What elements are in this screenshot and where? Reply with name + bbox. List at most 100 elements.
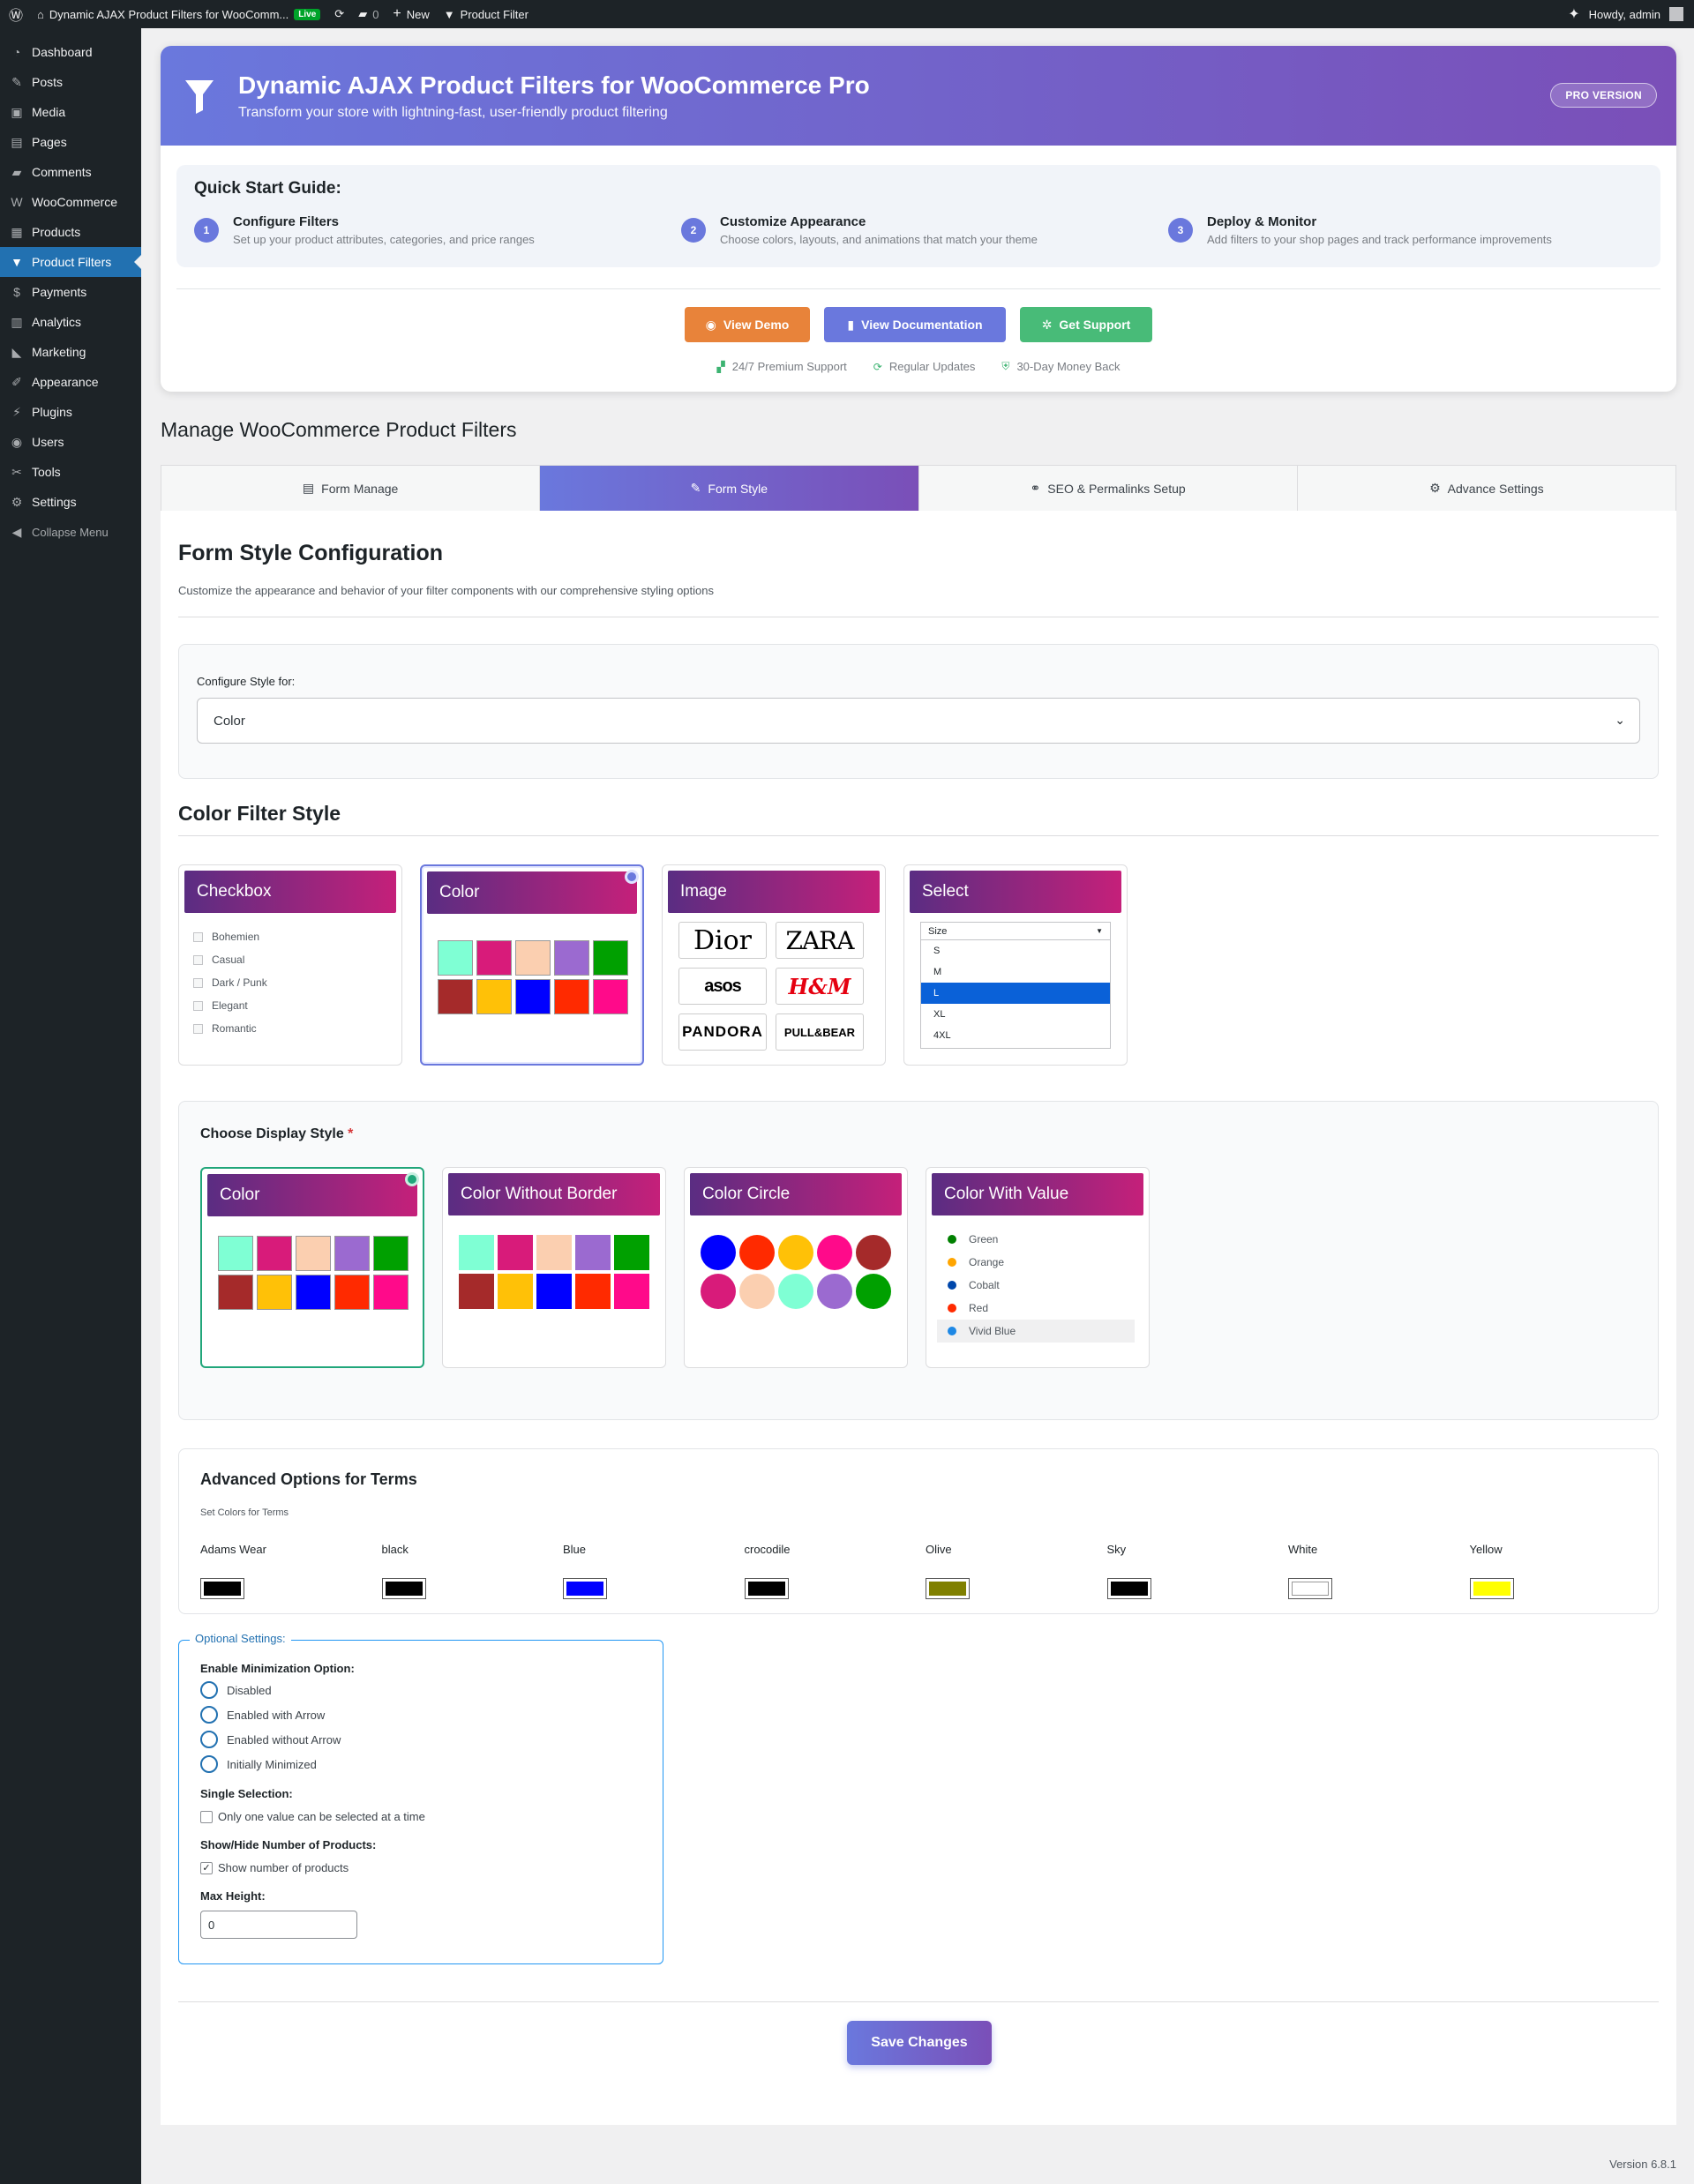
funnel-icon <box>185 79 214 114</box>
hero-features: ▞ 24/7 Premium Support ⟳ Regular Updates ⛨… <box>161 360 1676 373</box>
feature-updates: ⟳ Regular Updates <box>873 360 976 373</box>
display-card-color-without-border[interactable]: Color Without Border <box>442 1167 666 1368</box>
style-card-checkbox[interactable]: Checkbox Bohemien Casual Dark / Punk Elegan… <box>178 864 402 1066</box>
sidebar-item-plugins[interactable]: ⚡ Plugins <box>0 397 141 427</box>
color-circle <box>739 1235 775 1270</box>
analytics-icon: ▥ <box>11 314 23 329</box>
sidebar-item-product-filters[interactable]: ▼ Product Filters <box>0 247 141 277</box>
sidebar-item-settings[interactable]: ⚙ Settings <box>0 487 141 517</box>
sidebar-item-tools[interactable]: ✂ Tools <box>0 457 141 487</box>
avatar[interactable] <box>1669 7 1683 21</box>
color-swatch <box>296 1236 331 1271</box>
sidebar-item-label: Payments <box>32 285 87 299</box>
refresh-icon: ⟳ <box>334 7 345 20</box>
media-icon: ▣ <box>11 104 23 119</box>
howdy-link[interactable]: Howdy, admin <box>1588 7 1660 21</box>
radio-button[interactable] <box>200 1681 218 1699</box>
sidebar-item-label: Tools <box>32 465 61 479</box>
brand-logo: asos <box>678 968 767 1005</box>
term-color-picker[interactable] <box>1288 1578 1332 1599</box>
term-color-picker[interactable] <box>1106 1578 1151 1599</box>
sidebar-item-analytics[interactable]: ▥ Analytics <box>0 307 141 337</box>
appearance-icon: ✐ <box>11 374 22 389</box>
show-products-option[interactable]: ✓ Show number of products <box>200 1861 349 1874</box>
radio-button[interactable] <box>200 1731 218 1748</box>
display-card-color-circle[interactable]: Color Circle <box>684 1167 908 1368</box>
radio-enabled-without-arrow[interactable]: Enabled without Arrow <box>200 1731 341 1748</box>
color-swatch <box>257 1275 292 1310</box>
site-name-link[interactable]: ⌂ Dynamic AJAX Product Filters for WooCo… <box>30 0 327 28</box>
configure-style-select[interactable]: Color ⌄ <box>197 698 1640 744</box>
tab-label: Advance Settings <box>1447 481 1544 496</box>
sparkle-icon[interactable]: ✦ <box>1568 7 1580 22</box>
view-documentation-label: View Documentation <box>861 318 983 332</box>
wordpress-logo-icon[interactable]: Ⓦ <box>9 9 24 24</box>
sidebar-item-label: Media <box>32 105 66 119</box>
configure-style-box: Configure Style for: Color ⌄ <box>178 644 1659 779</box>
term-color-picker[interactable] <box>381 1578 426 1599</box>
color-swatch <box>218 1236 253 1271</box>
tab-form-style[interactable]: ✎ Form Style <box>540 466 919 511</box>
wp-version: Version 6.8.1 <box>1609 2158 1676 2171</box>
style-card-color[interactable]: Color <box>420 864 644 1066</box>
collapse-icon: ◀ <box>11 524 22 539</box>
term-color-fill <box>747 1582 785 1596</box>
comments-icon: ▰ <box>11 164 22 179</box>
checkbox-preview-row: Bohemien <box>193 925 387 948</box>
tab-form-manage[interactable]: ▤ Form Manage <box>161 466 541 511</box>
display-card-color[interactable]: Color <box>200 1167 424 1368</box>
updates-link[interactable]: ⟳ <box>327 0 351 28</box>
display-style-text: Choose Display Style <box>200 1126 344 1141</box>
tab-advance-settings[interactable]: ⚙ Advance Settings <box>1298 466 1675 511</box>
radio-button[interactable] <box>200 1755 218 1773</box>
advanced-options-box: Advanced Options for Terms Set Colors fo… <box>178 1448 1659 1614</box>
term-color-picker[interactable] <box>200 1578 244 1599</box>
sidebar-item-products[interactable]: ▦ Products <box>0 217 141 247</box>
sidebar-item-woocommerce[interactable]: W WooCommerce <box>0 187 141 217</box>
sidebar-item-dashboard[interactable]: ◔ Dashboard <box>0 37 141 67</box>
checkbox <box>193 954 203 965</box>
max-height-input[interactable]: 0 <box>200 1911 357 1939</box>
view-documentation-button[interactable]: ▮ View Documentation <box>824 307 1006 342</box>
sidebar-item-pages[interactable]: ▤ Pages <box>0 127 141 157</box>
checkbox-preview-row: Romantic <box>193 1017 387 1040</box>
sidebar-item-label: Analytics <box>32 315 82 329</box>
term-color-picker[interactable] <box>563 1578 607 1599</box>
radio-button[interactable] <box>200 1706 218 1724</box>
admin-sidebar: ◔ Dashboard ✎ Posts ▣ Media ▤ Pages ▰ Comments W Wo… <box>0 28 141 2184</box>
comments-count: 0 <box>372 7 379 21</box>
get-support-button[interactable]: ✲ Get Support <box>1020 307 1152 342</box>
new-content-link[interactable]: + New <box>386 0 436 28</box>
term-color-picker[interactable] <box>744 1578 789 1599</box>
radio-enabled-with-arrow[interactable]: Enabled with Arrow <box>200 1706 325 1724</box>
product-filter-link[interactable]: ▼ Product Filter <box>437 0 536 28</box>
support-icon: ✲ <box>1041 317 1053 332</box>
comments-link[interactable]: ▰ 0 <box>351 0 386 28</box>
radio-initially-minimized[interactable]: Initially Minimized <box>200 1755 317 1773</box>
sidebar-item-comments[interactable]: ▰ Comments <box>0 157 141 187</box>
checkbox[interactable] <box>200 1810 213 1823</box>
term-color-picker[interactable] <box>1469 1578 1514 1599</box>
term-color-picker[interactable] <box>926 1578 970 1599</box>
term-color-fill <box>1292 1582 1329 1596</box>
style-card-image[interactable]: Image Dior ZARA asos H&M PANDORA PULL&BE… <box>662 864 886 1066</box>
collapse-menu-button[interactable]: ◀ Collapse Menu <box>0 517 141 547</box>
sidebar-item-appearance[interactable]: ✐ Appearance <box>0 367 141 397</box>
display-card-color-with-value[interactable]: Color With Value Green Orange Cobalt Red Viv… <box>926 1167 1150 1368</box>
color-swatch <box>459 1235 494 1270</box>
feature-money-back: ⛨ 30-Day Money Back <box>1001 360 1120 373</box>
sidebar-item-media[interactable]: ▣ Media <box>0 97 141 127</box>
tab-seo-permalinks[interactable]: ⚭ SEO & Permalinks Setup <box>919 466 1298 511</box>
dashboard-icon: ◔ <box>12 45 21 59</box>
single-selection-option[interactable]: Only one value can be selected at a time <box>200 1810 425 1823</box>
sidebar-item-marketing[interactable]: ◣ Marketing <box>0 337 141 367</box>
checkbox-checked[interactable]: ✓ <box>200 1861 213 1874</box>
sidebar-item-payments[interactable]: $ Payments <box>0 277 141 307</box>
radio-disabled[interactable]: Disabled <box>200 1681 272 1699</box>
view-demo-button[interactable]: ◉ View Demo <box>685 307 810 342</box>
sidebar-item-posts[interactable]: ✎ Posts <box>0 67 141 97</box>
style-card-select[interactable]: Select Size ▼ S M L XL 4XL <box>903 864 1128 1066</box>
sidebar-item-label: WooCommerce <box>32 195 117 209</box>
sidebar-item-users[interactable]: ◉ Users <box>0 427 141 457</box>
save-changes-button[interactable]: Save Changes <box>847 2021 992 2065</box>
